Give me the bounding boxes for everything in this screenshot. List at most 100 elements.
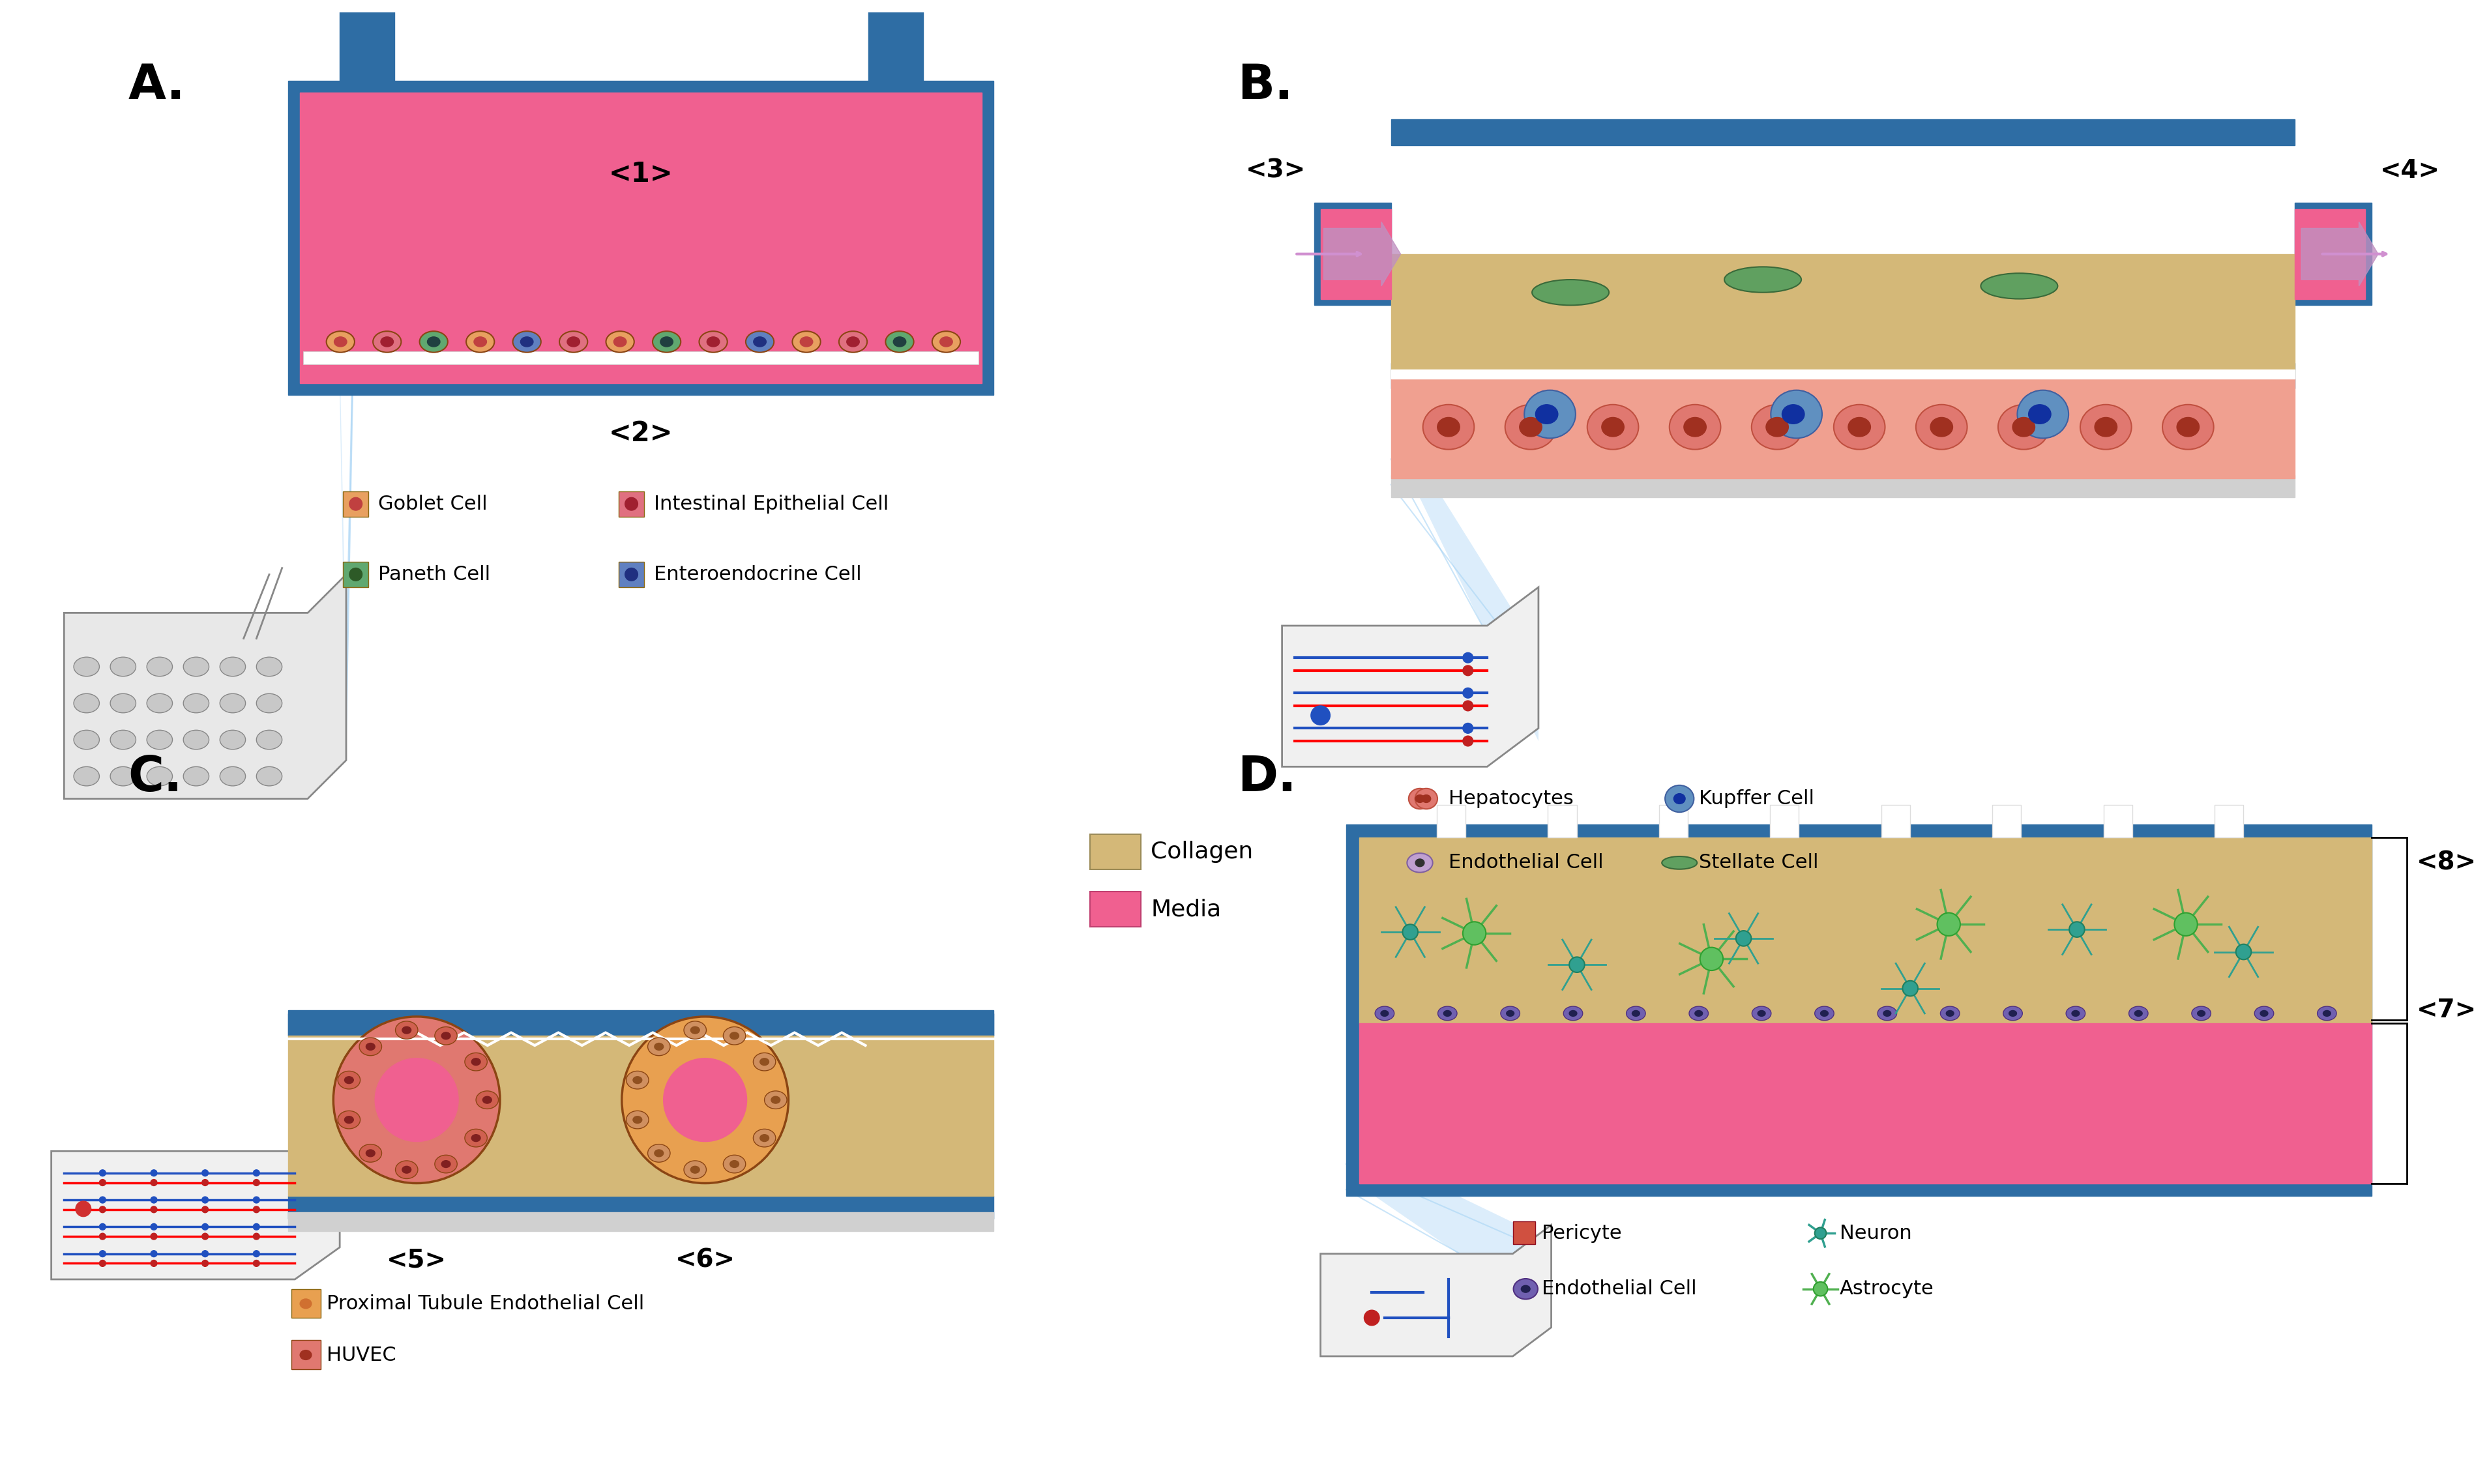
Circle shape: [2236, 944, 2251, 960]
Ellipse shape: [183, 767, 208, 787]
Ellipse shape: [846, 337, 858, 347]
Ellipse shape: [327, 331, 354, 352]
Ellipse shape: [633, 1076, 641, 1083]
Circle shape: [151, 1260, 156, 1266]
Ellipse shape: [933, 331, 960, 352]
Ellipse shape: [1821, 1011, 1828, 1017]
Bar: [289, 1011, 995, 1036]
Text: Proximal Tubule Endothelial Cell: Proximal Tubule Endothelial Cell: [327, 1294, 646, 1313]
Ellipse shape: [1690, 1006, 1710, 1021]
Ellipse shape: [111, 657, 136, 677]
Text: B.: B.: [1237, 62, 1294, 110]
Ellipse shape: [656, 1043, 663, 1051]
Ellipse shape: [567, 337, 579, 347]
Ellipse shape: [2095, 417, 2118, 436]
Text: Enteroendocrine Cell: Enteroendocrine Cell: [653, 565, 861, 583]
Ellipse shape: [2081, 405, 2133, 450]
Ellipse shape: [792, 331, 821, 352]
Ellipse shape: [764, 1091, 787, 1109]
Ellipse shape: [1524, 390, 1576, 438]
Ellipse shape: [421, 331, 448, 352]
Ellipse shape: [1437, 1006, 1457, 1021]
Circle shape: [151, 1196, 156, 1204]
Ellipse shape: [2071, 1011, 2081, 1017]
Ellipse shape: [1999, 405, 2048, 450]
Circle shape: [203, 1224, 208, 1230]
Circle shape: [1816, 1227, 1826, 1239]
Ellipse shape: [473, 1058, 480, 1066]
Text: D.: D.: [1237, 754, 1296, 801]
Text: HUVEC: HUVEC: [327, 1346, 396, 1364]
Ellipse shape: [359, 1144, 381, 1162]
Circle shape: [203, 1180, 208, 1186]
Bar: [1390, 119, 2296, 145]
Ellipse shape: [146, 767, 173, 787]
Ellipse shape: [74, 730, 99, 749]
Ellipse shape: [220, 693, 245, 712]
Ellipse shape: [730, 1033, 740, 1039]
Circle shape: [99, 1169, 106, 1177]
Ellipse shape: [1982, 273, 2058, 298]
Ellipse shape: [2177, 417, 2199, 436]
Bar: [888, 0, 923, 92]
Ellipse shape: [730, 1160, 740, 1168]
Ellipse shape: [381, 337, 393, 347]
Bar: [1512, 1221, 1536, 1244]
Bar: [2296, 203, 2373, 306]
Ellipse shape: [886, 331, 913, 352]
Bar: [1390, 364, 2296, 389]
Text: <4>: <4>: [2380, 159, 2439, 183]
Ellipse shape: [299, 1350, 312, 1359]
Circle shape: [2068, 922, 2086, 936]
Ellipse shape: [2318, 1006, 2335, 1021]
Ellipse shape: [1504, 405, 1556, 450]
Circle shape: [99, 1260, 106, 1266]
Bar: [344, 561, 369, 588]
Ellipse shape: [344, 1116, 354, 1123]
Bar: [1660, 806, 1687, 837]
Text: <3>: <3>: [1244, 159, 1306, 183]
Circle shape: [349, 497, 361, 510]
Ellipse shape: [1663, 856, 1697, 870]
Ellipse shape: [626, 1112, 648, 1129]
Polygon shape: [339, 356, 346, 748]
Ellipse shape: [482, 1097, 492, 1104]
Ellipse shape: [396, 1160, 418, 1178]
Ellipse shape: [690, 1027, 700, 1034]
Ellipse shape: [1536, 405, 1559, 424]
Circle shape: [2175, 913, 2197, 936]
Ellipse shape: [2128, 1006, 2147, 1021]
Ellipse shape: [334, 337, 346, 347]
Polygon shape: [52, 1119, 339, 1279]
Circle shape: [99, 1251, 106, 1257]
Bar: [1880, 806, 1910, 837]
Ellipse shape: [183, 730, 208, 749]
Ellipse shape: [1437, 417, 1460, 436]
Ellipse shape: [2162, 405, 2214, 450]
Ellipse shape: [374, 331, 401, 352]
Ellipse shape: [366, 1043, 376, 1051]
Circle shape: [1462, 736, 1472, 746]
Circle shape: [1311, 706, 1331, 726]
Text: Hepatocytes: Hepatocytes: [1450, 789, 1573, 809]
Circle shape: [151, 1169, 156, 1177]
Ellipse shape: [683, 1021, 705, 1039]
Bar: [1346, 824, 2373, 1196]
Ellipse shape: [1376, 1006, 1395, 1021]
Bar: [1089, 834, 1141, 870]
Ellipse shape: [1519, 417, 1541, 436]
Ellipse shape: [1408, 853, 1432, 873]
Ellipse shape: [656, 1150, 663, 1156]
Bar: [618, 561, 643, 588]
Circle shape: [1403, 925, 1418, 939]
Ellipse shape: [465, 331, 495, 352]
Bar: [1390, 475, 2296, 497]
Ellipse shape: [1507, 1011, 1514, 1017]
Bar: [289, 1036, 995, 1196]
Polygon shape: [64, 574, 346, 798]
Text: <7>: <7>: [2417, 997, 2474, 1022]
Ellipse shape: [722, 1027, 745, 1045]
Ellipse shape: [1588, 405, 1638, 450]
Circle shape: [99, 1206, 106, 1212]
Polygon shape: [307, 1158, 339, 1241]
